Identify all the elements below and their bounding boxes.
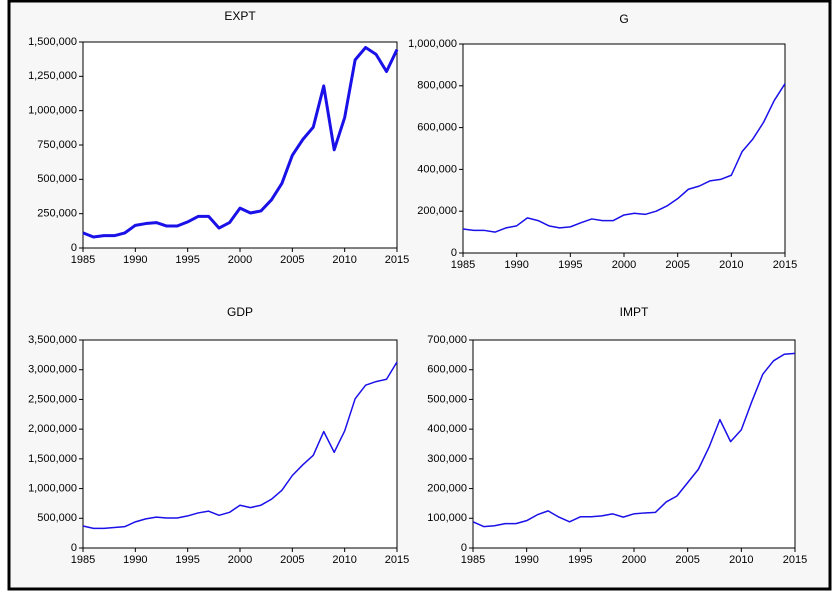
- x-tick-label: 1985: [451, 259, 475, 271]
- y-tick-label: 1,250,000: [28, 70, 77, 82]
- chart-title: GDP: [227, 305, 253, 319]
- x-tick-label: 2010: [719, 259, 743, 271]
- x-tick-label: 2000: [228, 554, 252, 566]
- chart-title: G: [619, 12, 628, 26]
- chart-title: IMPT: [620, 305, 649, 319]
- y-tick-label: 3,500,000: [28, 334, 77, 346]
- y-tick-label: 0: [71, 542, 77, 554]
- x-tick-label: 2015: [783, 554, 807, 566]
- y-tick-label: 1,500,000: [28, 453, 77, 465]
- y-tick-label: 600,000: [427, 364, 467, 376]
- x-tick-label: 2010: [332, 254, 356, 266]
- y-tick-label: 1,000,000: [28, 105, 77, 117]
- y-tick-label: 1,000,000: [408, 38, 457, 50]
- y-tick-label: 400,000: [427, 423, 467, 435]
- x-tick-label: 1995: [568, 554, 592, 566]
- plot-area: [462, 43, 786, 254]
- y-tick-label: 200,000: [417, 205, 457, 217]
- y-tick-label: 500,000: [37, 512, 77, 524]
- plot-area: [82, 41, 398, 249]
- x-tick-label: 1995: [175, 254, 199, 266]
- data-line: [462, 83, 786, 233]
- x-tick-label: 1995: [175, 554, 199, 566]
- y-tick-label: 400,000: [417, 163, 457, 175]
- x-tick-label: 1985: [71, 254, 95, 266]
- x-tick-label: 1990: [123, 254, 147, 266]
- x-tick-label: 2010: [729, 554, 753, 566]
- x-tick-label: 1995: [558, 259, 582, 271]
- y-tick-label: 600,000: [417, 122, 457, 134]
- y-tick-label: 1,000,000: [28, 482, 77, 494]
- x-tick-label: 2015: [385, 554, 409, 566]
- plot-area: [472, 339, 796, 549]
- y-tick-label: 500,000: [37, 173, 77, 185]
- x-tick-label: 2005: [665, 259, 689, 271]
- plot-area: [82, 339, 398, 549]
- x-tick-label: 2000: [612, 259, 636, 271]
- y-tick-label: 500,000: [427, 393, 467, 405]
- x-tick-label: 2005: [280, 554, 304, 566]
- x-tick-label: 1990: [504, 259, 528, 271]
- y-tick-label: 1,500,000: [28, 36, 77, 48]
- y-tick-label: 200,000: [427, 482, 467, 494]
- y-tick-label: 100,000: [427, 512, 467, 524]
- chart-title: EXPT: [224, 9, 256, 23]
- data-line: [472, 352, 796, 528]
- x-tick-label: 2005: [280, 254, 304, 266]
- x-tick-label: 2000: [622, 554, 646, 566]
- x-tick-label: 1990: [123, 554, 147, 566]
- x-tick-label: 1985: [461, 554, 485, 566]
- y-tick-label: 250,000: [37, 208, 77, 220]
- y-tick-label: 800,000: [417, 80, 457, 92]
- y-tick-label: 300,000: [427, 453, 467, 465]
- data-line: [82, 45, 399, 239]
- y-tick-label: 750,000: [37, 139, 77, 151]
- data-line: [82, 361, 398, 530]
- y-tick-label: 700,000: [427, 334, 467, 346]
- y-tick-label: 0: [461, 542, 467, 554]
- y-tick-label: 0: [71, 242, 77, 254]
- y-tick-label: 3,000,000: [28, 364, 77, 376]
- y-tick-label: 2,500,000: [28, 393, 77, 405]
- y-tick-label: 2,000,000: [28, 423, 77, 435]
- x-tick-label: 2005: [675, 554, 699, 566]
- x-tick-label: 1985: [71, 554, 95, 566]
- x-tick-label: 2015: [385, 254, 409, 266]
- y-tick-label: 0: [451, 247, 457, 259]
- x-tick-label: 1990: [514, 554, 538, 566]
- x-tick-label: 2010: [332, 554, 356, 566]
- x-tick-label: 2015: [773, 259, 797, 271]
- x-tick-label: 2000: [228, 254, 252, 266]
